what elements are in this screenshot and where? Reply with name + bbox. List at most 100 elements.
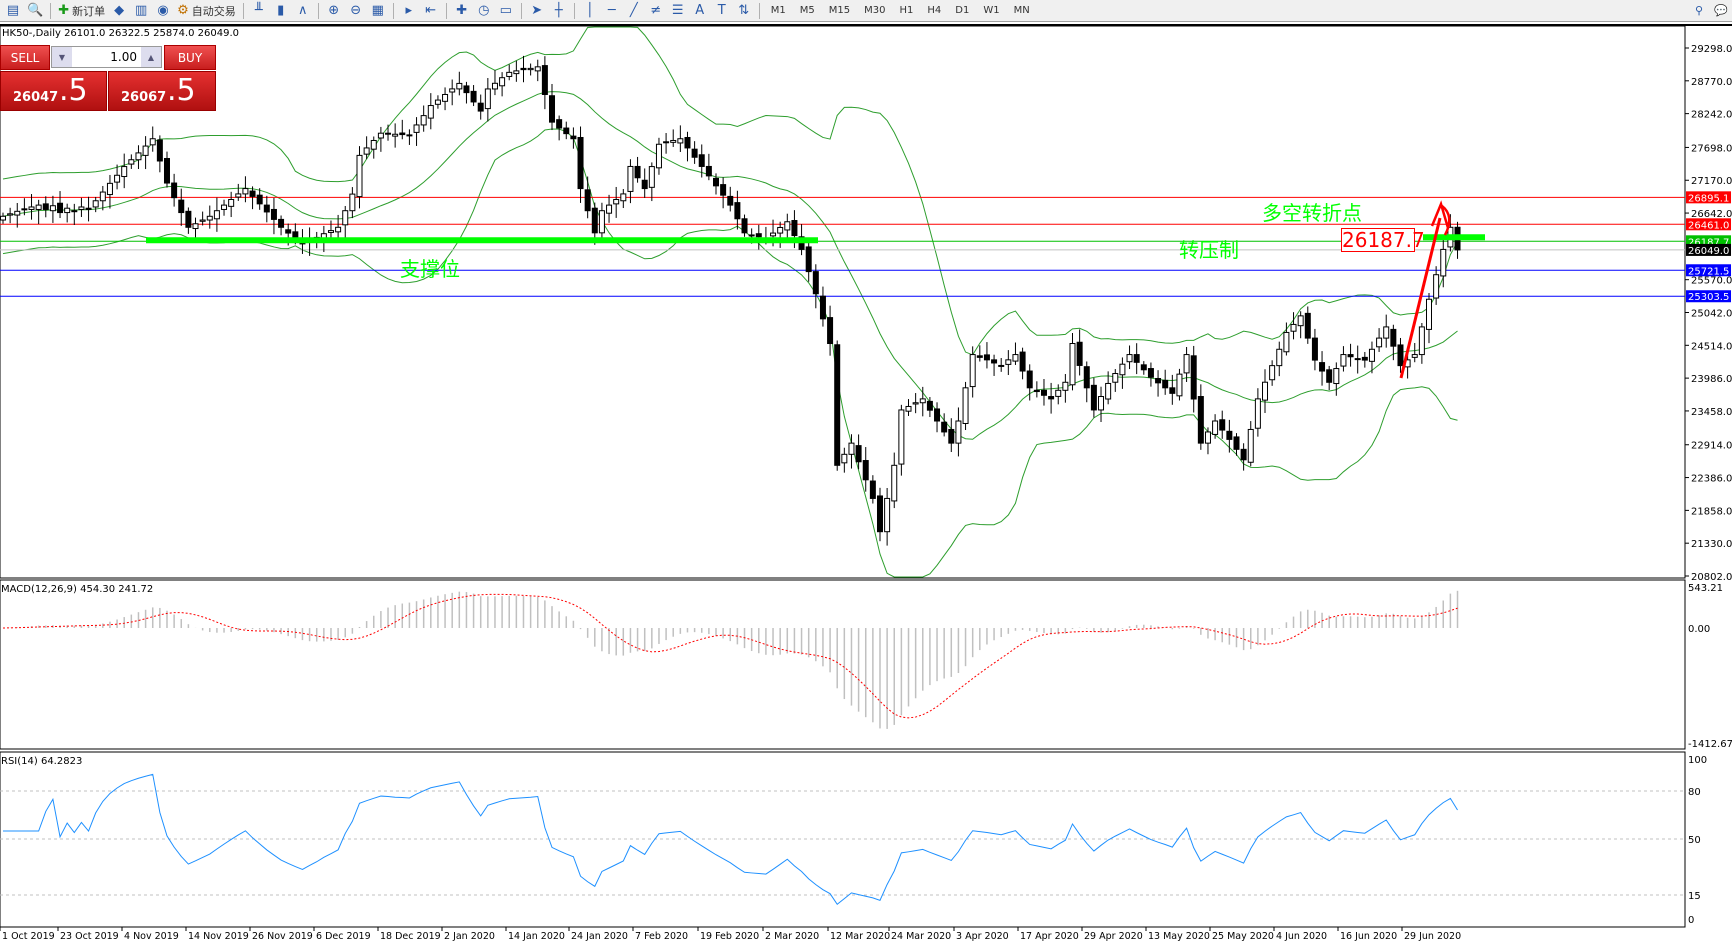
quantity-stepper[interactable]: ▼ 1.00 ▲ [51, 46, 162, 68]
candle-bull [1354, 358, 1361, 361]
candle-bull [377, 132, 384, 139]
support-annotation: 支撑位 [400, 257, 460, 281]
candle-bull [955, 420, 962, 444]
line-chart-icon: ∧ [297, 3, 308, 18]
search-icon[interactable]: ⚲ [1694, 4, 1704, 17]
price-line-label-bg [1686, 290, 1731, 303]
candle-bear [1026, 370, 1033, 389]
tile-windows-icon-button[interactable]: ▦ [367, 1, 389, 21]
sell-price-button[interactable]: 26047 .5 [0, 71, 107, 111]
candle-bull [213, 210, 220, 220]
buy-price-pips: .5 [167, 73, 196, 108]
timeframe-d1[interactable]: D1 [955, 5, 970, 16]
candle-bull [349, 193, 356, 212]
zoom-out-icon-button[interactable]: ⊖ [345, 1, 367, 21]
arrows-icon-button[interactable]: ⇅ [733, 1, 755, 21]
timeframe-m15[interactable]: M15 [828, 5, 851, 16]
candle-bull [121, 166, 128, 178]
increase-quantity-button[interactable]: ▲ [141, 47, 161, 67]
fibonacci-icon-button[interactable]: ☰ [667, 1, 689, 21]
chat-icon[interactable]: 💬 [1714, 4, 1728, 17]
cursor-icon-button[interactable]: ➤ [526, 1, 548, 21]
trendline-icon-button[interactable]: ╱ [623, 1, 645, 21]
candle-bear [691, 148, 698, 158]
candle-bull [199, 219, 206, 222]
timeframe-m1[interactable]: M1 [770, 5, 786, 16]
candle-bull [1276, 348, 1283, 367]
candle-bull [28, 206, 35, 210]
crosshair-icon-button[interactable]: ┼ [548, 1, 570, 21]
candle-bull [848, 442, 855, 455]
auto-trading-button[interactable]: ⚙ 自动交易 [174, 1, 239, 21]
candle-bear [1233, 436, 1240, 450]
candle-bull [648, 166, 655, 188]
templates-icon: ▭ [499, 3, 512, 18]
candle-bear [556, 119, 563, 129]
candle-bear [285, 229, 292, 234]
text-label-icon: T [717, 3, 726, 18]
timeframe-h4[interactable]: H4 [927, 5, 942, 16]
price-line-label: 25303.5 [1688, 292, 1729, 303]
meta-editor-icon-button[interactable]: ◆ [108, 1, 130, 21]
bar-chart-icon-button[interactable]: ╨ [248, 1, 270, 21]
candle-bull [1126, 354, 1133, 363]
timeframe-mn[interactable]: MN [1013, 5, 1030, 16]
signals-icon-button[interactable]: ◉ [152, 1, 174, 21]
timeframe-m5[interactable]: M5 [799, 5, 815, 16]
line-chart-icon-button[interactable]: ∧ [292, 1, 314, 21]
templates-icon-button[interactable]: ▭ [495, 1, 517, 21]
timeframe-h1[interactable]: H1 [899, 5, 914, 16]
horizontal-line-icon-button[interactable]: ─ [601, 1, 623, 21]
toolbar-separator [317, 2, 319, 19]
candle-bear [948, 428, 955, 444]
candle-bull [1062, 381, 1069, 391]
candle-bear [270, 208, 277, 220]
date-tick-label: 4 Jun 2020 [1276, 931, 1327, 942]
price-tick-label: 24514.0 [1691, 341, 1732, 352]
macd-tick-label: -1412.67 [1688, 739, 1732, 750]
buy-price-button[interactable]: 26067 .5 [108, 71, 216, 111]
price-tick-label: 27698.0 [1691, 143, 1732, 154]
candle-bear [1190, 355, 1197, 400]
vertical-line-icon-button[interactable]: │ [579, 1, 601, 21]
toolbar: ▤ 🔍 ✚ 新订单 ◆ ▥ ◉ ⚙ 自动交易 ╨ ▮ ∧ ⊕ ⊖ ▦ ▸ ⇤ ✚ ◷ ▭ ➤ ┼ │ ─ ╱ ≠ ☰ A T ⇅ M1 M5 M… [0, 0, 1732, 22]
tile-windows-icon: ▦ [371, 3, 384, 18]
toolbar-separator [445, 2, 447, 19]
decrease-quantity-button[interactable]: ▼ [52, 47, 72, 67]
candle-bull [342, 210, 349, 226]
text-label-icon-button[interactable]: T [711, 1, 733, 21]
chart-shift-icon-button[interactable]: ⇤ [420, 1, 442, 21]
candle-bull [1340, 354, 1347, 367]
candle-bear [1076, 341, 1083, 366]
sell-button[interactable]: SELL [0, 45, 50, 70]
chart-window[interactable] [0, 24, 1732, 943]
buy-button[interactable]: BUY [164, 45, 216, 70]
profiles-icon-button[interactable]: 🔍 [24, 1, 46, 21]
text-icon-button[interactable]: A [689, 1, 711, 21]
equidistant-channel-icon-button[interactable]: ≠ [645, 1, 667, 21]
candle-bear [463, 85, 470, 94]
quantity-input[interactable]: 1.00 [110, 50, 137, 64]
date-tick-label: 16 Jun 2020 [1340, 931, 1397, 942]
candle-bull [499, 77, 506, 87]
new-chart-icon-button[interactable]: ▤ [2, 1, 24, 21]
candle-bull [35, 204, 42, 210]
timeframe-m30[interactable]: M30 [864, 5, 886, 16]
candle-bear [1226, 430, 1233, 440]
candle-bull [1055, 389, 1062, 397]
candle-bear [185, 210, 192, 228]
autoscroll-icon-button[interactable]: ▸ [398, 1, 420, 21]
candle-bull [235, 193, 242, 198]
market-watch-icon-button[interactable]: ▥ [130, 1, 152, 21]
candle-bull [1297, 315, 1304, 327]
candle-bull [620, 193, 627, 202]
indicators-icon-button[interactable]: ✚ [451, 1, 473, 21]
new-order-button[interactable]: ✚ 新订单 [55, 1, 108, 21]
candlestick-icon-button[interactable]: ▮ [270, 1, 292, 21]
chart-shift-icon: ⇤ [425, 3, 437, 18]
periods-icon-button[interactable]: ◷ [473, 1, 495, 21]
zoom-in-icon-button[interactable]: ⊕ [323, 1, 345, 21]
date-tick-label: 3 Apr 2020 [956, 931, 1009, 942]
timeframe-w1[interactable]: W1 [983, 5, 1000, 16]
